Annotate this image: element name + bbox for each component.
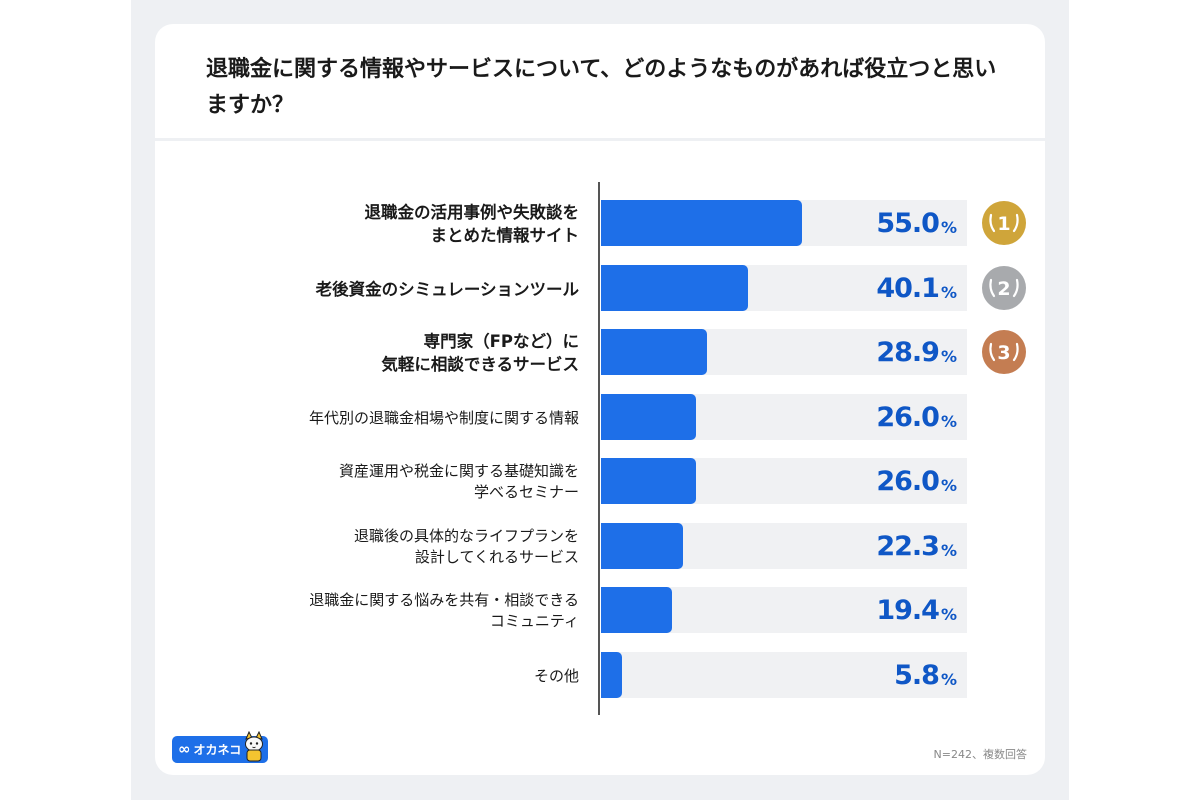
bar <box>601 458 697 504</box>
value-label: 28.9% <box>876 329 957 375</box>
category-label: 専門家（FPなど）に 気軽に相談できるサービス <box>381 332 579 374</box>
value-unit: % <box>940 475 957 495</box>
value-unit: % <box>940 411 957 431</box>
sample-size-note: N=242、複数回答 <box>933 748 1027 761</box>
cat-mascot-icon <box>245 731 263 762</box>
rank-medal-icon: 3 <box>982 330 1026 374</box>
category-label: 年代別の退職金相場や制度に関する情報 <box>308 408 579 427</box>
value-unit: % <box>940 669 957 689</box>
value-label: 40.1% <box>876 265 957 311</box>
value-label: 5.8% <box>894 652 957 698</box>
value-label: 55.0% <box>876 200 957 246</box>
rank-number: 3 <box>997 342 1010 364</box>
bar <box>601 200 803 246</box>
category-label: 資産運用や税金に関する基礎知識を 学べるセミナー <box>338 462 579 501</box>
bar <box>601 265 748 311</box>
bar <box>601 394 697 440</box>
value-number: 55.0 <box>876 207 940 239</box>
logo-text: オカネコ <box>193 743 242 757</box>
bar <box>601 329 707 375</box>
bar-track <box>601 652 967 698</box>
rank-medal-icon: 2 <box>982 266 1026 310</box>
title-divider <box>155 138 1045 141</box>
value-unit: % <box>940 217 957 237</box>
rank-medal-icon: 1 <box>982 201 1026 245</box>
value-unit: % <box>940 540 957 560</box>
value-number: 22.3 <box>876 530 940 562</box>
value-unit: % <box>940 604 957 624</box>
bar <box>601 652 623 698</box>
rank-number: 2 <box>997 278 1010 300</box>
bar <box>601 523 683 569</box>
infinity-icon: ∞ <box>178 740 191 758</box>
value-unit: % <box>940 282 957 302</box>
value-label: 26.0% <box>876 394 957 440</box>
value-number: 26.0 <box>876 465 940 497</box>
value-unit: % <box>940 346 957 366</box>
category-label: その他 <box>533 666 579 685</box>
bar <box>601 587 672 633</box>
value-number: 5.8 <box>894 659 940 691</box>
value-number: 19.4 <box>876 594 940 626</box>
okaneko-logo: ∞ オカネコ <box>172 731 268 763</box>
rank-number: 1 <box>997 213 1010 235</box>
value-number: 40.1 <box>876 272 940 304</box>
category-label: 退職後の具体的なライフプランを 設計してくれるサービス <box>353 527 579 566</box>
value-label: 19.4% <box>876 587 957 633</box>
y-axis-line <box>598 182 600 715</box>
category-label: 退職金の活用事例や失敗談を まとめた情報サイト <box>364 203 580 245</box>
value-label: 22.3% <box>876 523 957 569</box>
category-label: 老後資金のシミュレーションツール <box>315 279 579 299</box>
value-label: 26.0% <box>876 458 957 504</box>
category-label: 退職金に関する悩みを共有・相談できる コミュニティ <box>309 591 579 630</box>
value-number: 26.0 <box>876 401 940 433</box>
chart-title: 退職金に関する情報やサービスについて、どのようなものがあれば役立つと思いますか？ <box>206 57 997 118</box>
chart-card: 退職金に関する情報やサービスについて、どのようなものがあれば役立つと思いますか？… <box>155 24 1045 775</box>
value-number: 28.9 <box>876 336 940 368</box>
